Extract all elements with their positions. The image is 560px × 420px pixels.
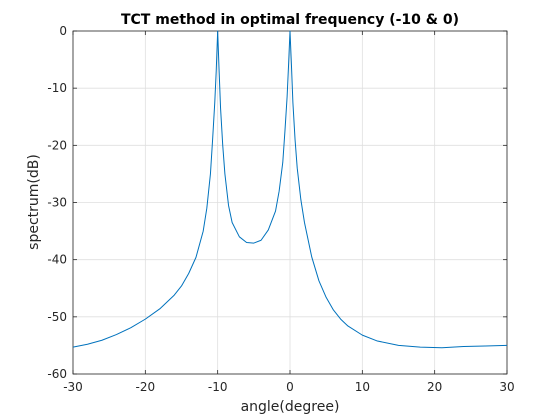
x-tick-label: 0 bbox=[286, 380, 294, 394]
y-tick-label: -60 bbox=[47, 367, 67, 381]
series bbox=[72, 30, 508, 349]
y-axis-label: spectrum(dB) bbox=[26, 154, 42, 250]
x-tick-label: -20 bbox=[136, 380, 156, 394]
y-tick-label: -10 bbox=[47, 81, 67, 95]
grid bbox=[72, 30, 508, 375]
y-tick-label: -30 bbox=[47, 196, 67, 210]
x-tick-label: -10 bbox=[208, 380, 228, 394]
x-tick-label: 20 bbox=[427, 380, 442, 394]
ticks: -30 -20 -10 0 10 20 30 0 -10 -20 -30 -40 -50 -60 bbox=[47, 24, 514, 394]
x-tick-label: 10 bbox=[355, 380, 370, 394]
spectrum-line bbox=[72, 30, 508, 349]
x-tick-label: 30 bbox=[499, 380, 514, 394]
y-tick-label: -50 bbox=[47, 310, 67, 324]
y-tick-label: -40 bbox=[47, 253, 67, 267]
y-tick-label: -20 bbox=[47, 138, 67, 152]
x-axis-label: angle(degree) bbox=[241, 399, 340, 415]
y-tick-label: 0 bbox=[59, 24, 67, 38]
x-tick-label: -30 bbox=[63, 380, 83, 394]
chart-title: TCT method in optimal frequency (-10 & 0… bbox=[121, 12, 459, 28]
